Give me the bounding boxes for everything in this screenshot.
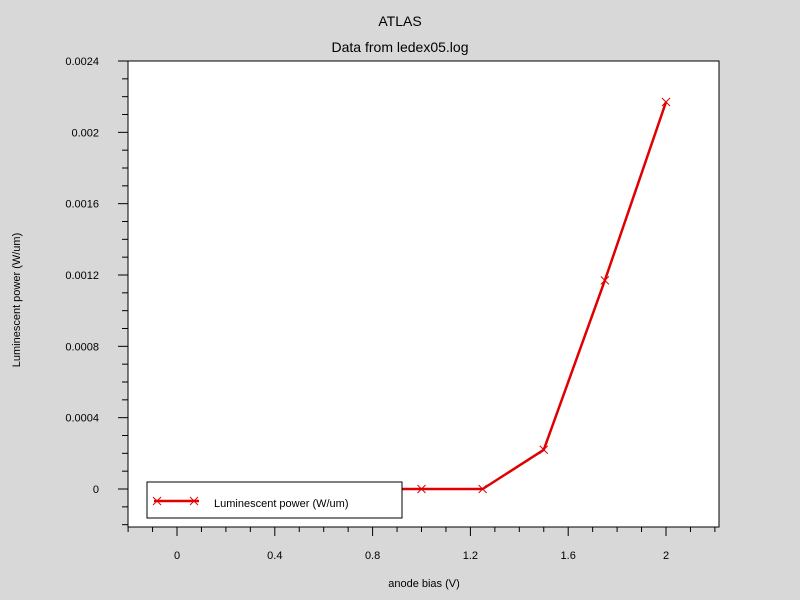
y-tick-label: 0.0008 (65, 341, 99, 353)
chart-subtitle: Data from ledex05.log (332, 39, 469, 55)
x-tick-label: 1.6 (561, 550, 576, 562)
data-point-marker (661, 97, 671, 107)
marker-stroke (661, 97, 671, 107)
y-tick-label: 0 (93, 484, 99, 496)
legend-marker (189, 496, 199, 506)
y-tick-label: 0.0016 (65, 199, 99, 211)
x-tick-label: 2 (663, 550, 669, 562)
y-tick-label: 0.0024 (65, 56, 99, 68)
legend-label: Luminescent power (W/um) (214, 498, 349, 510)
marker-stroke (189, 496, 199, 506)
x-tick-label: 0 (174, 550, 180, 562)
y-axis: 0 0.0004 0.0008 0.0012 0.0016 0.002 0.0024 (65, 56, 128, 526)
data-point-marker (539, 445, 549, 455)
y-tick-label: 0.002 (71, 127, 99, 139)
x-axis-label: anode bias (V) (388, 578, 460, 590)
data-point-marker (600, 275, 610, 285)
marker-stroke (478, 484, 487, 494)
plot-area (127, 60, 720, 528)
marker-stroke (600, 275, 610, 285)
y-tick-label: 0.0004 (65, 413, 99, 425)
marker-stroke (539, 445, 549, 455)
y-tick-label: 0.0012 (65, 270, 99, 282)
chart-title: ATLAS (378, 13, 421, 29)
marker-stroke (152, 496, 162, 506)
marker-stroke (417, 484, 426, 494)
data-point-marker (478, 484, 487, 494)
data-point-marker (417, 484, 426, 494)
legend-marker (152, 496, 162, 506)
legend: Luminescent power (W/um) (146, 481, 403, 519)
x-tick-label: 0.4 (267, 550, 282, 562)
x-tick-label: 1.2 (463, 550, 478, 562)
x-tick-label: 0.8 (365, 550, 380, 562)
legend-swatch (152, 496, 199, 506)
y-axis-label: Luminescent power (W/um) (11, 233, 23, 368)
x-axis: 0 0.4 0.8 1.2 1.6 2 (127, 527, 716, 562)
